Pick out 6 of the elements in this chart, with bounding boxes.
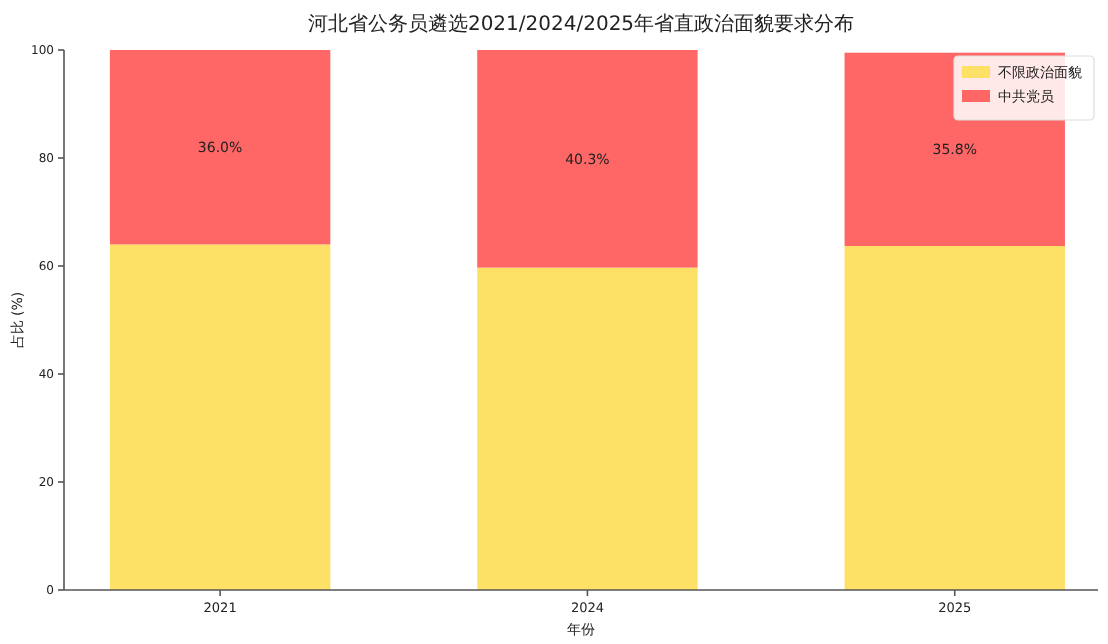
- bar: [109, 244, 331, 590]
- chart-title: 河北省公务员遴选2021/2024/2025年省直政治面貌要求分布: [307, 12, 855, 36]
- bar: [109, 50, 331, 245]
- bar: [477, 267, 698, 590]
- bar: [844, 246, 1065, 590]
- bar: [477, 50, 698, 268]
